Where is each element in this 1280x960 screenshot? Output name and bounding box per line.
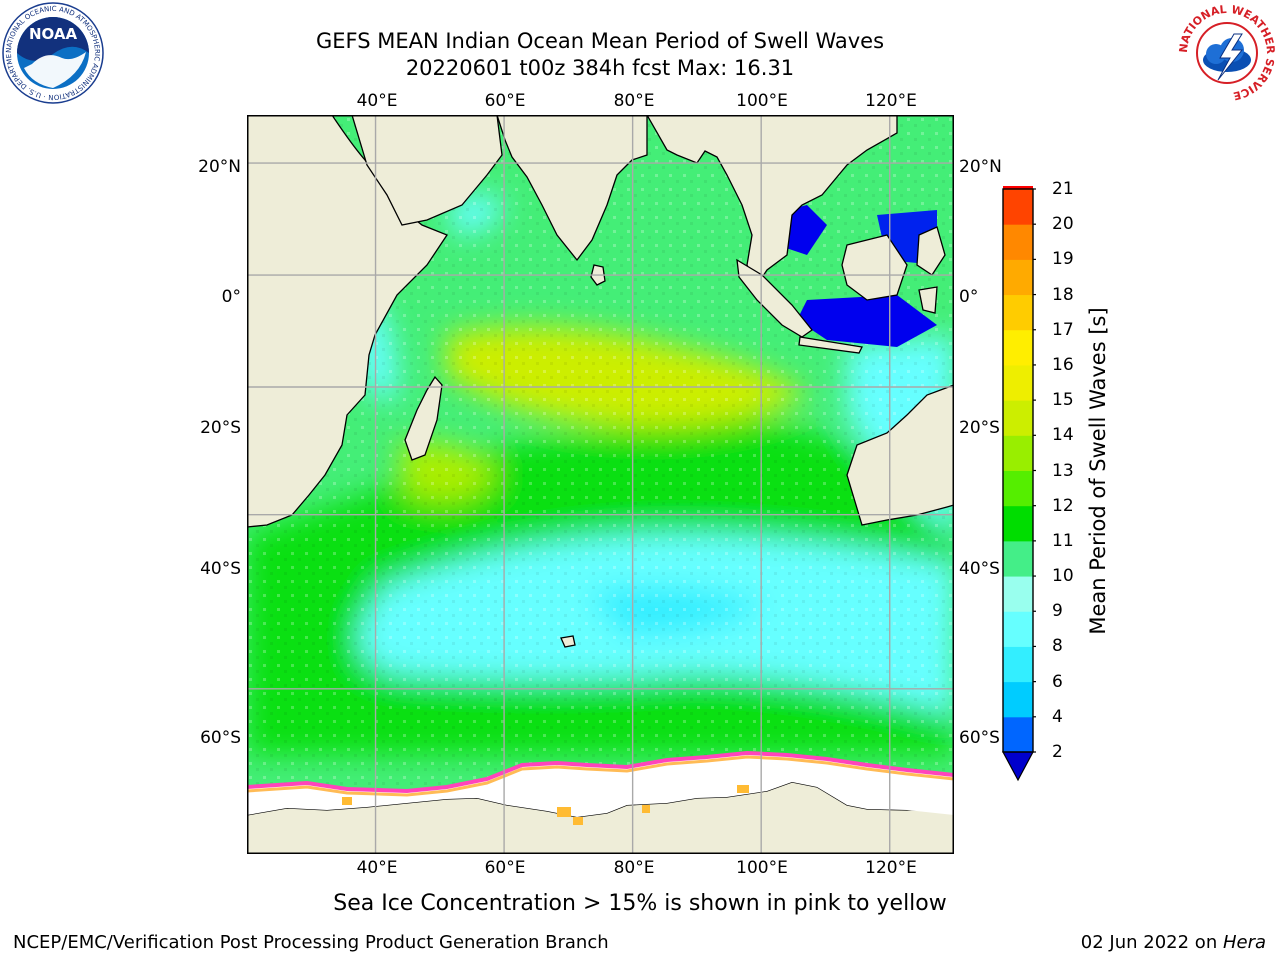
- nws-logo: NATIONAL WEATHER SERVICE: [1177, 3, 1277, 103]
- map-subtitle: 20220601 t00z 384h fcst Max: 16.31: [405, 56, 795, 80]
- colorbar-tick-label-15: 20: [1052, 214, 1074, 235]
- indian-subcontinent: [496, 115, 648, 262]
- colorbar-tick-label-13: 18: [1052, 284, 1074, 305]
- colorbar-tick-label-12: 17: [1052, 319, 1074, 340]
- africa: [247, 115, 448, 528]
- colorbar-tick-label-4: 9: [1052, 601, 1063, 622]
- lat-tick-left-40s: 40°S: [200, 559, 241, 579]
- colorbar-segment-16: [1003, 186, 1033, 190]
- lat-tick-left-20n: 20°N: [198, 157, 241, 177]
- graticule: [247, 115, 954, 854]
- colorbar-tick-labels: 2 4 6 8 9 10 11 12 13 14 15 16 17 18 19 20 21: [1052, 179, 1092, 762]
- lat-tick-left-20s: 20°S: [200, 418, 241, 438]
- colorbar-tick-label-6: 11: [1052, 530, 1074, 551]
- colorbar-segment-11: [1003, 329, 1033, 366]
- lon-tick-top-40e: 40°E: [356, 91, 398, 111]
- lon-tick-bottom-40e: 40°E: [356, 858, 398, 878]
- lat-tick-right-20s: 20°S: [959, 418, 1000, 438]
- lon-tick-bottom-120e: 120°E: [865, 858, 917, 878]
- colorbar: [1001, 186, 1036, 782]
- lat-tick-left-0: 0°: [221, 287, 241, 307]
- colorbar-tick-label-1: 4: [1052, 706, 1063, 727]
- colorbar-segment-0: [1003, 716, 1033, 753]
- footer-date: 02 Jun 2022 on Hera: [1081, 932, 1266, 954]
- colorbar-segment-1: [1003, 681, 1033, 718]
- sea-ice-region: [247, 753, 954, 817]
- colorbar-tick-marks: [1033, 188, 1036, 753]
- lat-tick-right-20n: 20°N: [959, 157, 1002, 177]
- colorbar-segment-4: [1003, 576, 1033, 612]
- java: [798, 336, 863, 354]
- philippines: [916, 226, 946, 276]
- colorbar-tick-label-3: 8: [1052, 636, 1063, 657]
- lon-tick-bottom-60e: 60°E: [484, 858, 526, 878]
- colorbar-tick-label-16: 21: [1052, 179, 1074, 199]
- lon-tick-top-120e: 120°E: [865, 91, 917, 111]
- sulawesi: [918, 286, 938, 314]
- madagascar: [404, 375, 443, 461]
- colorbar-segment-15: [1003, 189, 1033, 225]
- colorbar-segment-7: [1003, 470, 1033, 507]
- colorbar-segment-6: [1003, 505, 1033, 542]
- colorbar-tick-label-11: 16: [1052, 354, 1074, 375]
- sea-ice-note: Sea Ice Concentration > 15% is shown in …: [333, 891, 947, 916]
- colorbar-segment-9: [1003, 400, 1033, 436]
- colorbar-tick-label-9: 14: [1052, 425, 1074, 446]
- lon-tick-top-60e: 60°E: [484, 91, 526, 111]
- colorbar-label: Mean Period of Swell Waves [s]: [1086, 307, 1110, 635]
- colorbar-tick-label-14: 19: [1052, 249, 1074, 270]
- lon-tick-bottom-80e: 80°E: [613, 858, 655, 878]
- lon-tick-top-80e: 80°E: [613, 91, 655, 111]
- colorbar-segment-3: [1003, 611, 1033, 647]
- lat-tick-right-60s: 60°S: [959, 728, 1000, 748]
- colorbar-segment-13: [1003, 259, 1033, 296]
- colorbar-segment-8: [1003, 435, 1033, 471]
- colorbar-tick-label-2: 6: [1052, 671, 1063, 692]
- colorbar-segment-14: [1003, 224, 1033, 260]
- lat-tick-right-0: 0°: [959, 287, 979, 307]
- lon-tick-top-100e: 100°E: [736, 91, 788, 111]
- sea-ice-patches: [342, 785, 749, 825]
- lat-tick-right-40s: 40°S: [959, 559, 1000, 579]
- footer-credit: NCEP/EMC/Verification Post Processing Pr…: [13, 932, 609, 953]
- kerguelen-island: [560, 635, 576, 648]
- map-frame: [247, 115, 954, 854]
- colorbar-segments: [1003, 186, 1033, 753]
- colorbar-segment-2: [1003, 646, 1033, 683]
- colorbar-segment-5: [1003, 540, 1033, 577]
- colorbar-tick-label-8: 13: [1052, 460, 1074, 481]
- java-sea-low-period: [797, 295, 937, 347]
- noaa-logo: NATIONAL OCEANIC AND ATMOSPHERIC ADMINIS…: [2, 2, 104, 104]
- map-title: GEFS MEAN Indian Ocean Mean Period of Sw…: [315, 29, 885, 53]
- colorbar-segment-12: [1003, 294, 1033, 331]
- colorbar-tick-label-0: 2: [1052, 742, 1063, 762]
- footer-machine: Hera: [1222, 932, 1266, 953]
- land-masses: [247, 115, 954, 854]
- sea-ice-edge-pink: [247, 750, 954, 794]
- colorbar-segment-10: [1003, 364, 1033, 401]
- colorbar-tick-label-7: 12: [1052, 495, 1074, 516]
- lat-tick-left-60s: 60°S: [200, 728, 241, 748]
- lon-tick-bottom-100e: 100°E: [736, 858, 788, 878]
- colorbar-tick-label-10: 15: [1052, 390, 1074, 411]
- footer-date-text: 02 Jun 2022 on: [1080, 932, 1223, 953]
- colorbar-under-triangle: [1001, 751, 1035, 782]
- swell-period-map: [247, 115, 954, 854]
- noaa-logo-text: NOAA: [29, 25, 78, 43]
- sea-ice-edge-orange: [247, 755, 954, 797]
- colorbar-tick-label-5: 10: [1052, 566, 1074, 587]
- arabian-peninsula: [351, 115, 503, 226]
